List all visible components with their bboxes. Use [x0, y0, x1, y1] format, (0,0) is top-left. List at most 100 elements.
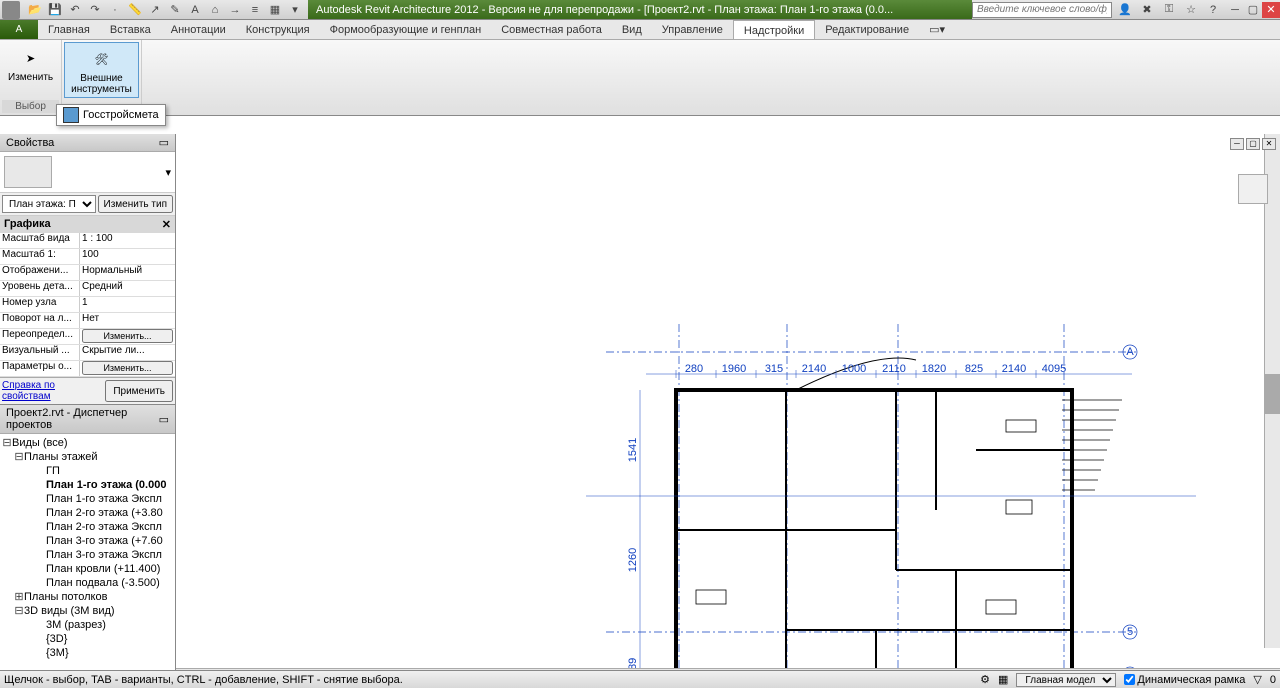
tree-node[interactable]: {3D} [2, 632, 173, 646]
editable-icon[interactable]: ▦ [998, 673, 1008, 686]
tree-node[interactable]: План 1-го этажа Экспл [2, 492, 173, 506]
props-help-link[interactable]: Справка по свойствам [2, 380, 103, 402]
tree-node[interactable]: План 3-го этажа (+7.60 [2, 534, 173, 548]
app-icon[interactable] [2, 1, 20, 19]
external-tools-button[interactable]: 🛠 Внешние инструменты [64, 42, 139, 98]
project-tree[interactable]: ⊟Виды (все)⊟Планы этажейГППлан 1-го этаж… [0, 434, 175, 672]
mdi-max-icon[interactable]: ▢ [1246, 138, 1260, 150]
edit-type-button[interactable]: Изменить тип [98, 195, 173, 213]
tree-expander-icon[interactable]: ⊟ [14, 450, 24, 464]
prop-edit-button[interactable]: Изменить... [82, 361, 173, 375]
user-icon[interactable]: 👤 [1116, 2, 1134, 18]
property-row[interactable]: Уровень дета...Средний [0, 281, 175, 297]
tab-home[interactable]: Главная [38, 20, 100, 39]
measure-icon[interactable]: 📏 [126, 2, 144, 18]
view-icon[interactable]: ⌂ [206, 2, 224, 18]
close-button[interactable]: ✕ [1262, 2, 1280, 18]
prop-value[interactable]: 1 : 100 [80, 233, 175, 248]
tab-annotate[interactable]: Аннотации [161, 20, 236, 39]
property-row[interactable]: Отображени...Нормальный [0, 265, 175, 281]
prop-value[interactable]: 1 [80, 297, 175, 312]
tab-insert[interactable]: Вставка [100, 20, 161, 39]
property-row[interactable]: Параметры о...Изменить... [0, 361, 175, 377]
star-icon[interactable]: ☆ [1182, 2, 1200, 18]
prop-edit-button[interactable]: Изменить... [82, 329, 173, 343]
save-icon[interactable]: 💾 [46, 2, 64, 18]
property-row[interactable]: Поворот на л...Нет [0, 313, 175, 329]
tab-view[interactable]: Вид [612, 20, 652, 39]
tree-node[interactable]: План 2-го этажа (+3.80 [2, 506, 173, 520]
dynamic-frame-checkbox[interactable]: Динамическая рамка [1124, 674, 1245, 686]
open-icon[interactable]: 📂 [26, 2, 44, 18]
tree-node[interactable]: ГП [2, 464, 173, 478]
tree-expander-icon[interactable]: ⊟ [2, 436, 12, 450]
property-row[interactable]: Визуальный ...Скрытие ли... [0, 345, 175, 361]
type-selector[interactable]: План этажа: П [2, 195, 96, 213]
tab-manage[interactable]: Управление [652, 20, 733, 39]
modify-button[interactable]: ➤ Изменить [2, 42, 59, 85]
drawing-canvas[interactable]: ─ ▢ ✕ 1234A56428019603152140100021101820… [176, 134, 1280, 668]
print-icon[interactable]: · [106, 2, 124, 18]
workset-icon[interactable]: ⚙ [980, 673, 990, 686]
tab-collab[interactable]: Совместная работа [491, 20, 612, 39]
help-icon[interactable]: ? [1204, 2, 1222, 18]
tag-icon[interactable]: ✎ [166, 2, 184, 18]
mdi-close-icon[interactable]: ✕ [1262, 138, 1276, 150]
key-icon[interactable]: ⚿ [1160, 2, 1178, 18]
property-row[interactable]: Переопредел...Изменить... [0, 329, 175, 345]
tab-addins[interactable]: Надстройки [733, 20, 815, 39]
tree-expander-icon[interactable]: ⊞ [14, 590, 24, 604]
gossmeta-dropdown[interactable]: Госстройсмета [56, 104, 166, 126]
tab-extra-icon[interactable]: ▭▾ [919, 20, 955, 39]
collapse-icon[interactable]: ✕ [162, 218, 171, 231]
workset-selector[interactable]: Главная модель [1016, 673, 1116, 687]
property-row[interactable]: Масштаб 1:100 [0, 249, 175, 265]
text-icon[interactable]: A [186, 2, 204, 18]
panel-close-icon[interactable]: ▭ [159, 413, 169, 426]
prop-value[interactable]: Изменить... [80, 329, 175, 344]
tree-expander-icon[interactable]: ⊟ [14, 604, 24, 618]
dim-icon[interactable]: ↗ [146, 2, 164, 18]
redo-icon[interactable]: ↷ [86, 2, 104, 18]
tree-node[interactable]: План подвала (-3.500) [2, 576, 173, 590]
tab-modify[interactable]: Редактирование [815, 20, 919, 39]
tree-node[interactable]: ⊟3D виды (3М вид) [2, 604, 173, 618]
vscroll-thumb[interactable] [1265, 374, 1280, 414]
tab-structure[interactable]: Конструкция [236, 20, 320, 39]
property-row[interactable]: Номер узла1 [0, 297, 175, 313]
tree-node[interactable]: 3M (разрез) [2, 618, 173, 632]
app-menu-button[interactable]: A [0, 20, 38, 39]
undo-icon[interactable]: ↶ [66, 2, 84, 18]
view-cube[interactable] [1238, 174, 1268, 204]
property-row[interactable]: Масштаб вида1 : 100 [0, 233, 175, 249]
canvas-vscroll[interactable] [1264, 134, 1280, 648]
type-drop-icon[interactable]: ▾ [165, 166, 171, 179]
tree-node[interactable]: ⊟Виды (все) [2, 436, 173, 450]
filter-icon[interactable]: ▽ [1253, 673, 1261, 686]
prop-value[interactable]: 100 [80, 249, 175, 264]
tree-node[interactable]: ⊞Планы потолков [2, 590, 173, 604]
prop-value[interactable]: Нормальный [80, 265, 175, 280]
opt1-icon[interactable]: ≡ [246, 2, 264, 18]
exchange-icon[interactable]: ✖ [1138, 2, 1156, 18]
search-input[interactable] [972, 2, 1112, 18]
prop-value[interactable]: Изменить... [80, 361, 175, 376]
tab-massing[interactable]: Формообразующие и генплан [320, 20, 492, 39]
prop-value[interactable]: Средний [80, 281, 175, 296]
drop-icon[interactable]: ▾ [286, 2, 304, 18]
tree-node[interactable]: План 2-го этажа Экспл [2, 520, 173, 534]
tree-node[interactable]: План 3-го этажа Экспл [2, 548, 173, 562]
minimize-button[interactable]: ─ [1226, 2, 1244, 18]
apply-button[interactable]: Применить [105, 380, 173, 402]
sync-icon[interactable]: → [226, 2, 244, 18]
prop-value[interactable]: Нет [80, 313, 175, 328]
opt2-icon[interactable]: ▦ [266, 2, 284, 18]
tree-node[interactable]: План кровли (+11.400) [2, 562, 173, 576]
tree-node[interactable]: ⊟Планы этажей [2, 450, 173, 464]
maximize-button[interactable]: ▢ [1244, 2, 1262, 18]
tree-node[interactable]: {3M} [2, 646, 173, 660]
tree-node[interactable]: План 1-го этажа (0.000 [2, 478, 173, 492]
dynamic-frame-input[interactable] [1124, 674, 1135, 685]
panel-close-icon[interactable]: ▭ [159, 136, 169, 149]
mdi-min-icon[interactable]: ─ [1230, 138, 1244, 150]
